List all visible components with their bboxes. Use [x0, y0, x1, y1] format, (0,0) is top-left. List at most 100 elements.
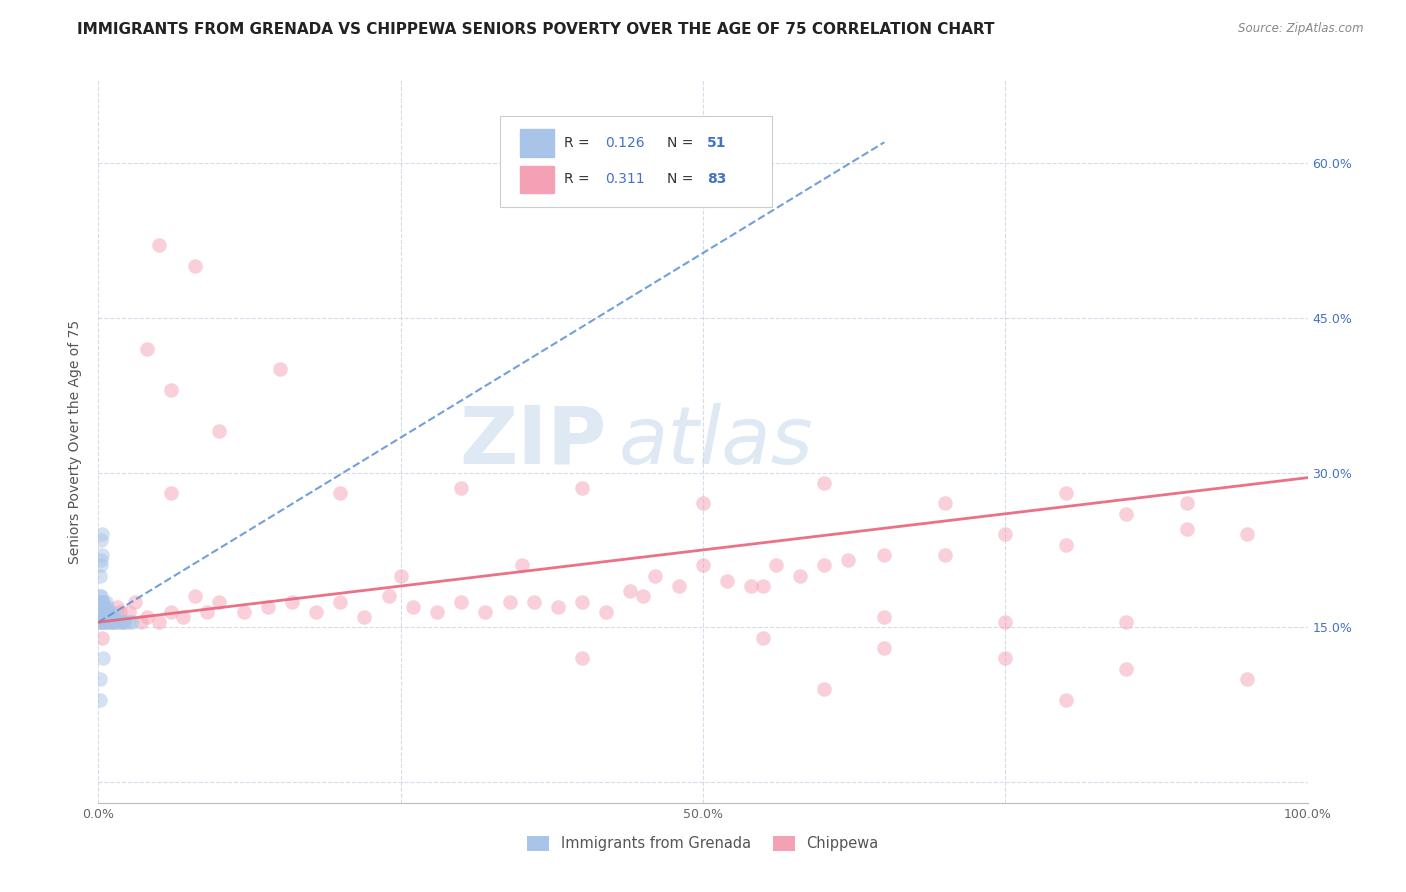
- Point: [90, 615, 112, 630]
- Point: [97, 605, 120, 619]
- Point: [450, 481, 472, 495]
- Point: [353, 610, 375, 624]
- Y-axis label: Seniors Poverty Over the Age of 75: Seniors Poverty Over the Age of 75: [69, 319, 83, 564]
- Point: [89, 605, 111, 619]
- Point: [90, 610, 112, 624]
- Point: [91, 610, 114, 624]
- Text: 51: 51: [707, 136, 725, 150]
- Point: [752, 579, 775, 593]
- Text: 0.126: 0.126: [605, 136, 645, 150]
- Point: [256, 599, 278, 614]
- Point: [91, 594, 114, 608]
- Point: [160, 605, 183, 619]
- Point: [105, 599, 128, 614]
- Point: [474, 605, 496, 619]
- Point: [91, 599, 114, 614]
- Point: [89, 568, 111, 582]
- Point: [100, 610, 122, 624]
- Point: [104, 615, 127, 630]
- Point: [91, 651, 114, 665]
- Point: [111, 615, 134, 630]
- Point: [740, 579, 762, 593]
- Point: [89, 615, 111, 630]
- Point: [523, 594, 546, 608]
- Point: [232, 605, 254, 619]
- Point: [269, 362, 291, 376]
- Point: [837, 553, 859, 567]
- Point: [129, 615, 152, 630]
- Point: [571, 481, 593, 495]
- Point: [1236, 527, 1258, 541]
- Point: [184, 590, 207, 604]
- Point: [1236, 672, 1258, 686]
- Point: [571, 594, 593, 608]
- Point: [305, 605, 328, 619]
- Point: [90, 558, 112, 573]
- Point: [208, 424, 231, 438]
- Point: [994, 651, 1017, 665]
- Point: [93, 615, 115, 630]
- Text: ZIP: ZIP: [458, 402, 606, 481]
- Point: [692, 496, 714, 510]
- Point: [91, 548, 114, 562]
- Point: [765, 558, 787, 573]
- Legend: Immigrants from Grenada, Chippewa: Immigrants from Grenada, Chippewa: [522, 830, 884, 857]
- Point: [184, 259, 207, 273]
- Point: [450, 594, 472, 608]
- Point: [121, 615, 143, 630]
- Point: [91, 631, 114, 645]
- Point: [100, 605, 122, 619]
- Text: N =: N =: [666, 136, 697, 150]
- Point: [96, 615, 118, 630]
- Point: [934, 496, 956, 510]
- Point: [135, 610, 157, 624]
- Point: [114, 615, 136, 630]
- Bar: [520, 129, 554, 157]
- Point: [873, 548, 896, 562]
- Text: atlas: atlas: [619, 402, 813, 481]
- Point: [89, 692, 111, 706]
- Point: [105, 610, 128, 624]
- Point: [107, 615, 129, 630]
- Point: [172, 610, 194, 624]
- Point: [1115, 615, 1137, 630]
- Point: [631, 590, 654, 604]
- Bar: [520, 166, 554, 193]
- Point: [108, 605, 131, 619]
- Point: [716, 574, 738, 588]
- Point: [813, 682, 835, 697]
- Point: [1115, 662, 1137, 676]
- Point: [96, 610, 118, 624]
- Point: [90, 605, 112, 619]
- Point: [1115, 507, 1137, 521]
- Text: R =: R =: [564, 172, 593, 186]
- Point: [118, 615, 141, 630]
- Point: [90, 553, 112, 567]
- Point: [402, 599, 425, 614]
- Point: [94, 605, 117, 619]
- Point: [91, 599, 114, 614]
- FancyBboxPatch shape: [501, 117, 772, 207]
- Text: Source: ZipAtlas.com: Source: ZipAtlas.com: [1239, 22, 1364, 36]
- Point: [934, 548, 956, 562]
- Point: [89, 615, 111, 630]
- Point: [510, 558, 533, 573]
- Point: [619, 584, 641, 599]
- Point: [100, 610, 122, 624]
- Point: [329, 594, 352, 608]
- Point: [108, 615, 131, 630]
- Point: [94, 594, 117, 608]
- Point: [90, 605, 112, 619]
- Point: [101, 615, 124, 630]
- Point: [498, 594, 520, 608]
- Point: [91, 605, 114, 619]
- Point: [98, 610, 121, 624]
- Point: [118, 605, 141, 619]
- Point: [1175, 522, 1198, 536]
- Point: [208, 594, 231, 608]
- Point: [148, 238, 170, 252]
- Point: [103, 610, 125, 624]
- Point: [91, 527, 114, 541]
- Point: [91, 594, 114, 608]
- Text: 83: 83: [707, 172, 725, 186]
